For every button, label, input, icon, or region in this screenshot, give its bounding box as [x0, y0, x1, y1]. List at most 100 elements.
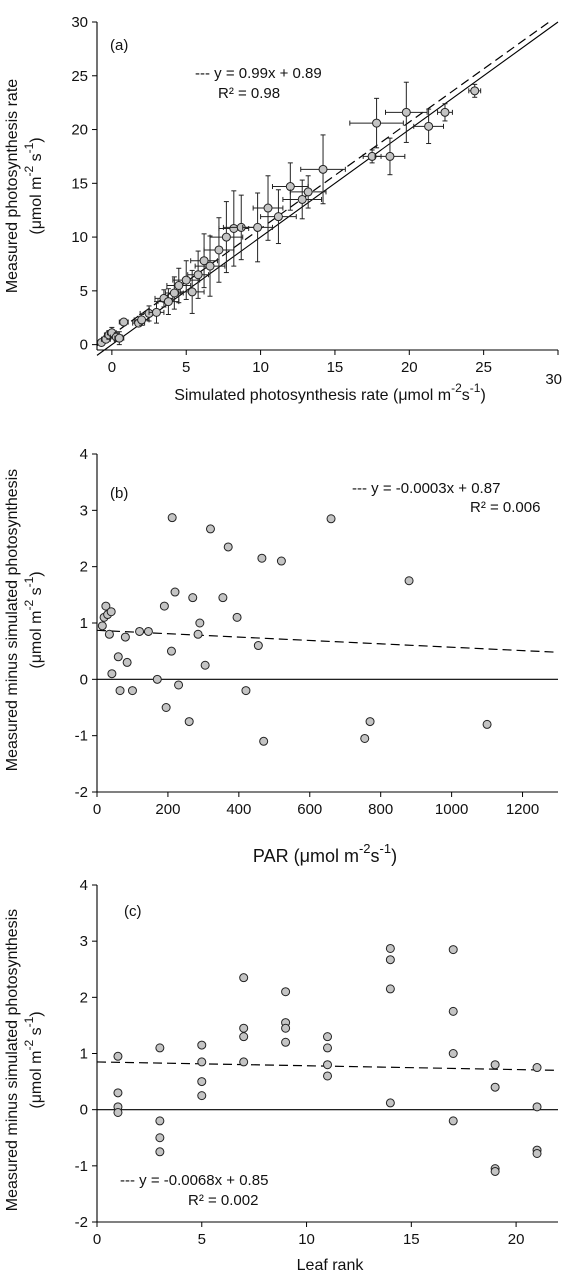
panel-b-plot-area: -2 -1 0 1 2 3 4 0 200 400 600 800 1000 1200 — [75, 446, 559, 818]
panel-a-data-point — [273, 212, 283, 222]
panel-c-data-point — [197, 1040, 207, 1050]
panel-b-y-axis-unit: (μmol m-2 s-1) — [22, 571, 45, 668]
panel-a-data-point — [174, 280, 184, 290]
panel-c-data-point — [323, 1043, 332, 1053]
panel-c-data-point — [113, 1088, 123, 1098]
panel-c-y-tick-label: -1 — [75, 1158, 88, 1175]
panel-c-data-point — [239, 1057, 249, 1067]
panel-c-x-tick-label: 15 — [403, 1231, 420, 1248]
panel-a-y-tick-label: 0 — [80, 337, 88, 354]
panel-b-data-point — [104, 629, 114, 639]
panel-a-data-point — [119, 317, 129, 327]
panel-a-x-tick-label: 20 — [401, 359, 418, 376]
panel-c-data-point — [532, 1102, 542, 1112]
panel-b-data-point — [152, 674, 162, 684]
panel-a-data-point — [401, 107, 411, 117]
panel-a-data-point — [285, 182, 295, 192]
panel-b-x-tick-label: 600 — [297, 801, 322, 818]
panel-c-data-point — [323, 1032, 332, 1042]
panel-c-data-point — [155, 1133, 165, 1143]
panel-a-x-tick-label: 15 — [327, 359, 344, 376]
panel-a-equation: --- y = 0.99x + 0.89 — [195, 65, 322, 82]
panel-a: 0 5 10 15 20 25 30 0 5 10 15 20 25 (a) --- y = 0.99x… — [4, 14, 562, 404]
panel-c-data-point — [532, 1148, 542, 1158]
panel-c-data-point — [385, 955, 395, 965]
panel-b-data-point — [174, 680, 184, 690]
panel-b-data-point — [259, 736, 269, 746]
panel-b-data-point — [188, 593, 198, 603]
panel-c-data-point — [113, 1107, 123, 1117]
panel-c-label: (c) — [124, 903, 142, 920]
panel-b-x-tick-label: 200 — [155, 801, 180, 818]
panel-b-data-point — [223, 542, 233, 552]
panel-c-plot-area: -2 -1 0 1 2 3 4 0 5 10 15 20 — [75, 877, 559, 1248]
panel-a-data-point — [137, 315, 147, 325]
panel-b-data-point — [257, 553, 267, 563]
panel-b-data-point — [115, 686, 125, 696]
panel-c-data-point — [239, 973, 249, 983]
panel-b-y-tick-label: 0 — [80, 671, 88, 688]
panel-c-data-point — [490, 1060, 500, 1070]
panel-a-data-point — [169, 288, 179, 298]
panel-a-y-tick-label: 5 — [80, 283, 88, 300]
panel-b-data-point — [205, 524, 215, 534]
panel-a-y-tick-label: 15 — [71, 175, 88, 192]
panel-c-data-point — [197, 1057, 207, 1067]
panel-c-y-axis-title: Measured minus simulated photosynthesis — [4, 909, 21, 1211]
panel-c-data-point — [239, 1023, 249, 1033]
panel-a-x-tick-30: 30 — [545, 371, 562, 388]
panel-c-data-point — [323, 1060, 332, 1070]
panel-c-data-point — [448, 1116, 458, 1126]
panel-b-data-point — [113, 652, 123, 662]
panel-c: -2 -1 0 1 2 3 4 0 5 10 15 20 (c) --- y = -0.0068x +… — [4, 877, 559, 1274]
panel-c-data-point — [197, 1077, 207, 1087]
panel-a-data-point — [297, 194, 307, 204]
panel-c-data-point — [385, 984, 395, 994]
panel-c-data-point — [281, 987, 291, 997]
panel-b-data-point — [101, 601, 111, 611]
panel-b-label: (b) — [110, 485, 128, 502]
panel-c-y-tick-label: 0 — [80, 1102, 88, 1119]
panel-a-data-point — [163, 297, 173, 307]
panel-c-equation: --- y = -0.0068x + 0.85 — [120, 1172, 268, 1189]
panel-c-x-tick-label: 20 — [508, 1231, 525, 1248]
panel-a-data-point — [187, 287, 197, 297]
panel-c-y-tick-label: 4 — [80, 877, 88, 894]
panel-a-x-tick-label: 5 — [182, 359, 190, 376]
panel-a-x-tick-label: 10 — [252, 359, 269, 376]
panel-b-y-tick-label: -2 — [75, 784, 88, 801]
panel-b-data-point — [167, 513, 177, 523]
panel-a-data-point — [199, 256, 209, 266]
panel-c-data-point — [323, 1071, 332, 1081]
panel-b-data-point — [218, 593, 228, 603]
panel-b-x-tick-label: 1000 — [435, 801, 468, 818]
panel-a-plot-area: 0 5 10 15 20 25 30 0 5 10 15 20 25 — [71, 14, 559, 376]
panel-b-data-point — [241, 686, 251, 696]
panel-a-data-point — [263, 203, 273, 213]
panel-c-data-point — [490, 1082, 500, 1092]
panel-b-data-point — [365, 717, 375, 727]
panel-c-y-axis-unit: (μmol m-2 s-1) — [22, 1011, 45, 1108]
panel-a-y-axis-title: Measured photosynthesis rate — [4, 79, 21, 293]
panel-a-data-point — [229, 223, 239, 233]
panel-b-data-point — [107, 669, 117, 679]
panel-b-y-tick-label: 4 — [80, 446, 88, 463]
panel-b-data-point — [184, 717, 194, 727]
panel-b-data-point — [232, 612, 242, 622]
panel-b-data-point — [326, 514, 336, 524]
panel-c-data-point — [448, 945, 458, 955]
panel-c-y-tick-label: 1 — [80, 1046, 88, 1063]
panel-a-data-point — [440, 107, 450, 117]
panel-a-data-point — [470, 86, 480, 96]
panel-b-data-point — [195, 618, 205, 628]
panel-a-data-point — [318, 164, 328, 174]
panel-a-x-tick-label: 25 — [475, 359, 492, 376]
panel-a-data-point — [303, 187, 313, 197]
panel-b-data-point — [253, 641, 263, 651]
panel-c-data-point — [155, 1147, 165, 1157]
panel-a-data-point — [151, 307, 161, 317]
panel-b-data-point — [127, 686, 137, 696]
panel-a-data-point — [181, 275, 191, 285]
panel-c-data-point — [155, 1043, 165, 1053]
